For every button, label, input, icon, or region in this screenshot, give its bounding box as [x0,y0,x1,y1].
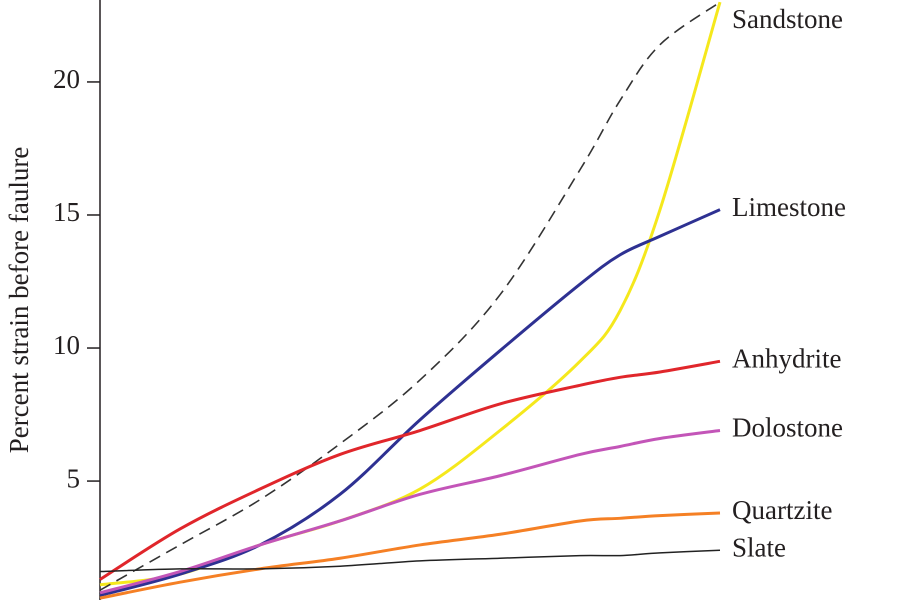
y-axis-label: Percent strain before faulure [4,147,34,454]
series-label: Quartzite [732,495,832,525]
series-line [99,208,721,597]
series-label: Sandstone [732,4,843,34]
y-tick-label: 5 [67,463,81,493]
series-label: Limestone [732,192,846,222]
series-label: Slate [732,532,786,562]
series-line [99,429,721,595]
series-line [99,511,721,600]
y-tick-label: 15 [53,197,80,227]
series-label: Dolostone [732,413,843,443]
y-tick-label: 20 [53,64,80,94]
y-tick-label: 10 [53,330,80,360]
series-line [99,1,721,591]
series-line [99,359,721,581]
series-label: Anhydrite [732,344,841,374]
series-line [99,549,721,573]
